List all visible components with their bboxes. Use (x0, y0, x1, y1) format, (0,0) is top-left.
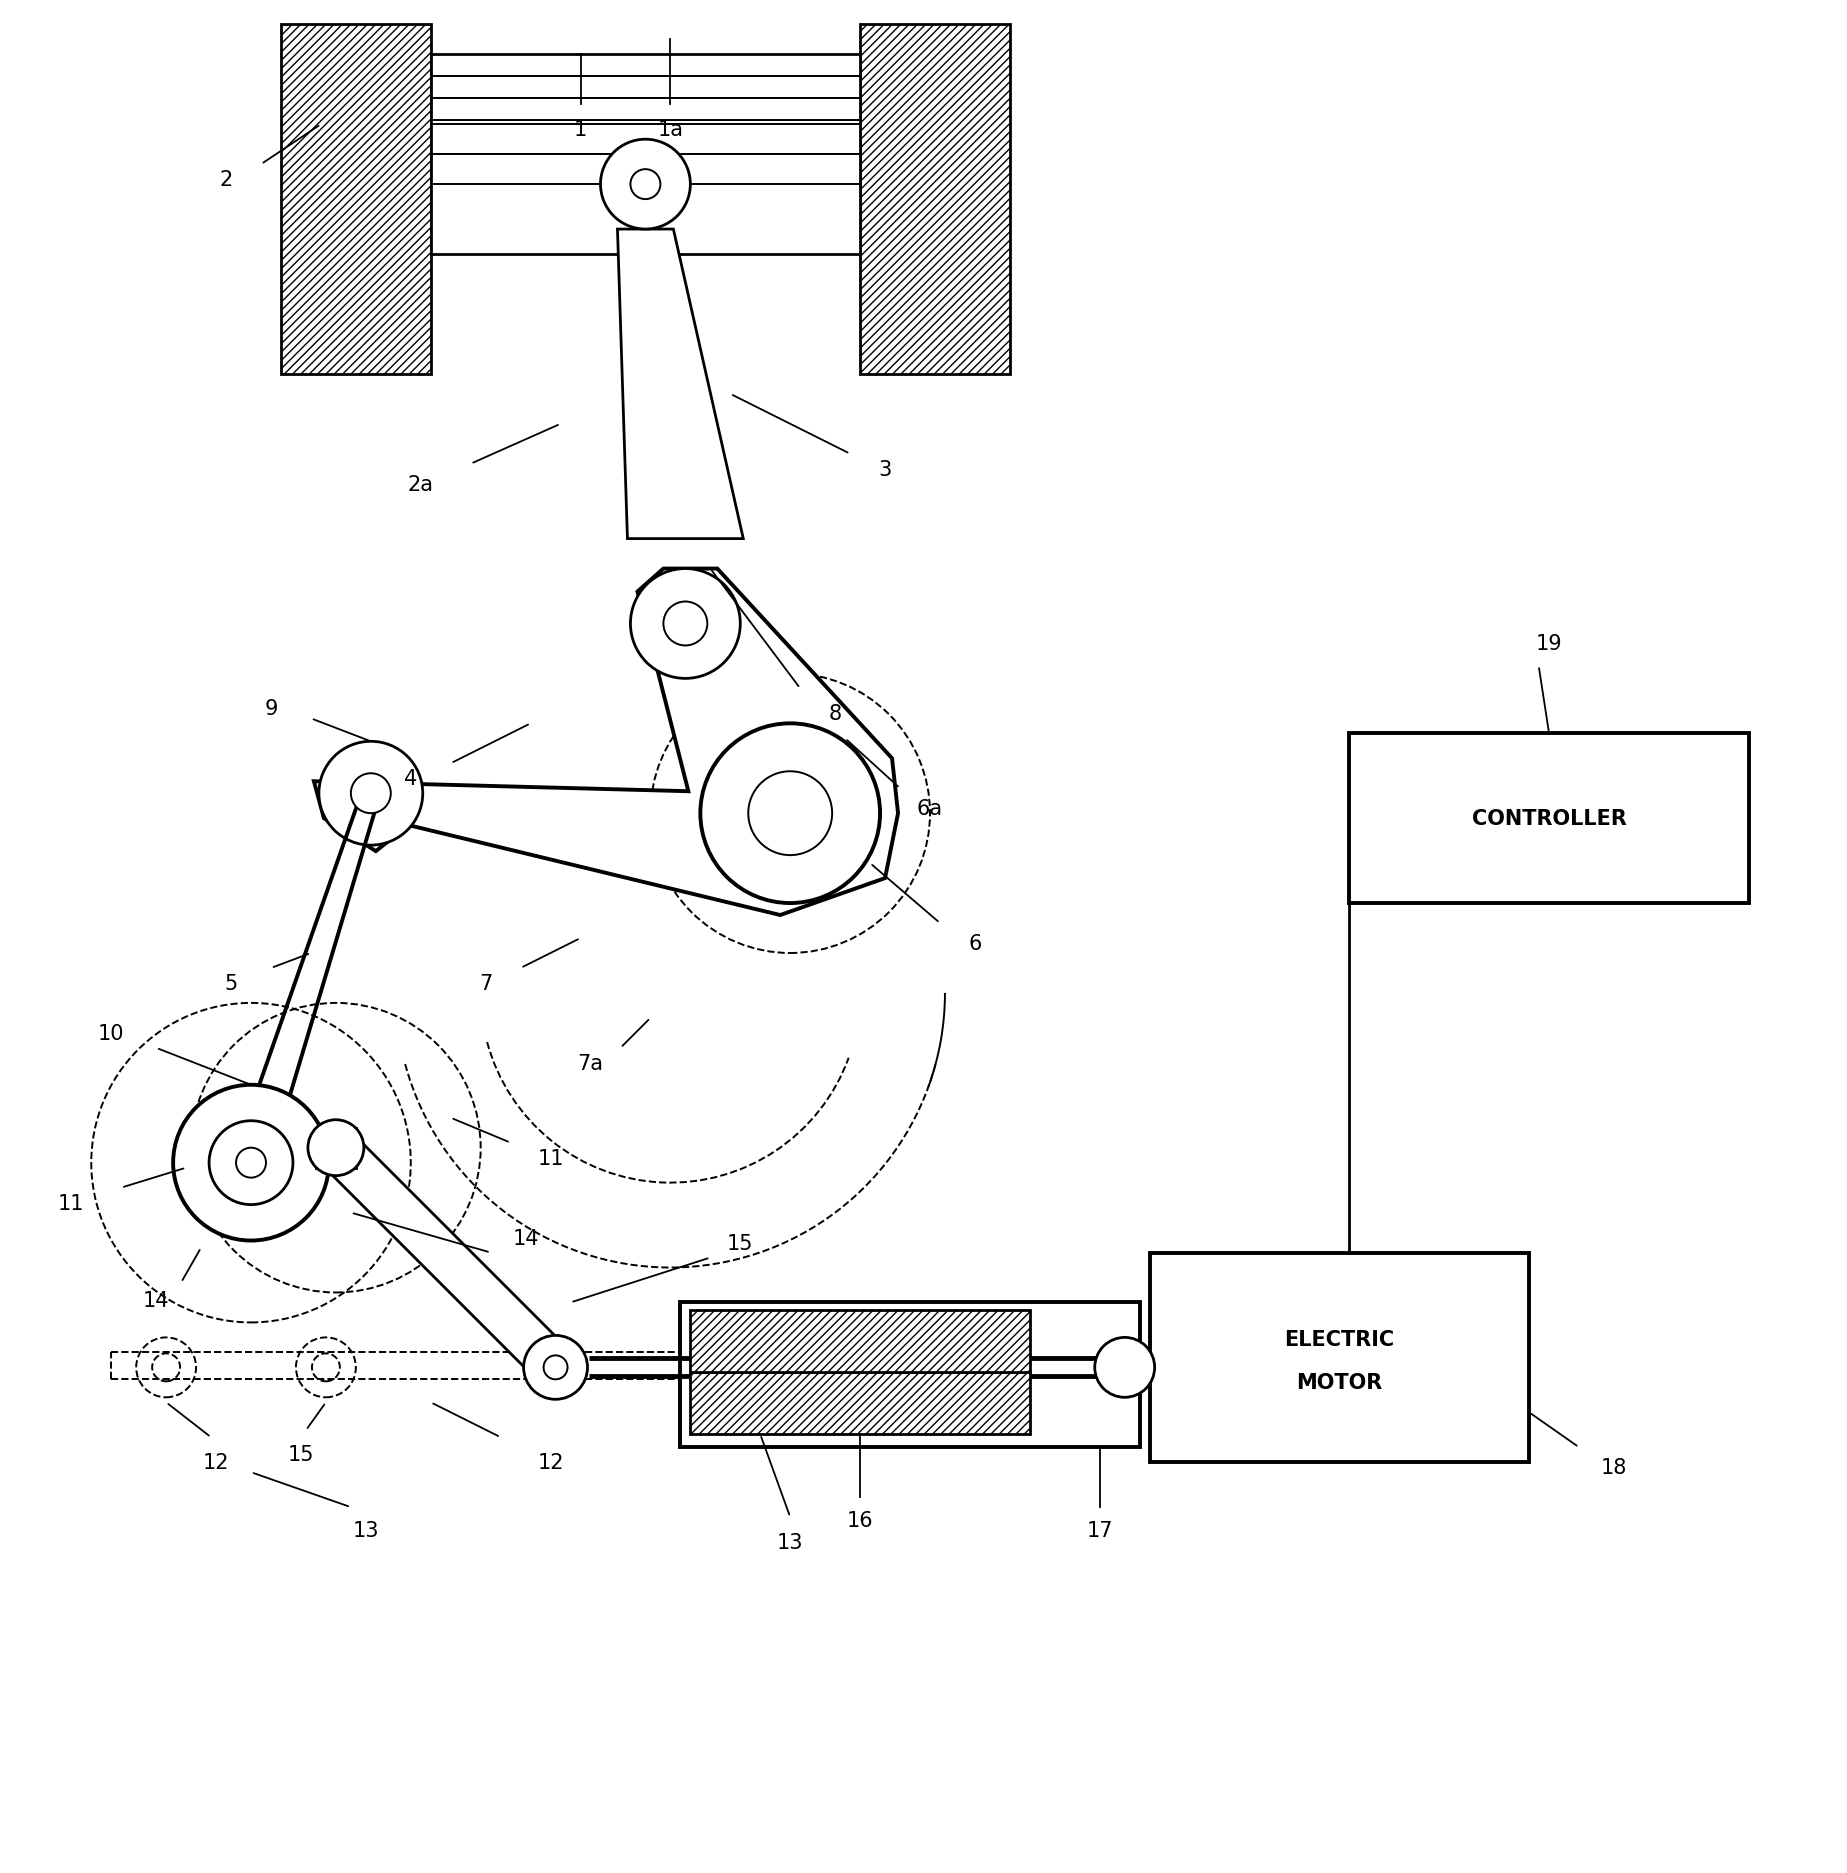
Bar (680, 1304, 1140, 1448)
Text: 18: 18 (1601, 1457, 1627, 1478)
Text: 13: 13 (778, 1532, 803, 1553)
Text: 17: 17 (1086, 1521, 1114, 1540)
Circle shape (523, 1335, 587, 1399)
Text: 8: 8 (829, 704, 842, 725)
Text: ELECTRIC: ELECTRIC (1284, 1330, 1394, 1350)
Circle shape (630, 569, 741, 680)
Text: 10: 10 (98, 1023, 124, 1043)
Text: 13: 13 (353, 1521, 379, 1540)
Text: 6a: 6a (916, 798, 944, 819)
Text: 9: 9 (264, 699, 277, 719)
Polygon shape (617, 230, 742, 539)
Bar (691, 1311, 1031, 1373)
Bar (316, 1128, 356, 1169)
Text: 5: 5 (225, 974, 238, 993)
Polygon shape (314, 569, 898, 916)
Text: 15: 15 (728, 1232, 754, 1253)
Circle shape (174, 1084, 329, 1242)
Circle shape (700, 725, 879, 903)
Text: 14: 14 (142, 1290, 170, 1311)
Text: 1a: 1a (658, 120, 683, 140)
Circle shape (1095, 1337, 1154, 1397)
Text: CONTROLLER: CONTROLLER (1472, 809, 1627, 828)
Text: 7: 7 (478, 974, 493, 993)
Circle shape (236, 1148, 266, 1178)
Polygon shape (320, 1133, 571, 1382)
Circle shape (600, 140, 691, 230)
Bar (1350, 734, 1749, 903)
Circle shape (209, 1122, 294, 1204)
Text: 12: 12 (537, 1452, 563, 1472)
Text: 2: 2 (220, 170, 233, 189)
Text: 6: 6 (968, 933, 981, 953)
Text: MOTOR: MOTOR (1297, 1373, 1383, 1394)
Text: 2a: 2a (408, 474, 434, 494)
Text: 19: 19 (1535, 635, 1563, 654)
Text: 11: 11 (57, 1193, 85, 1214)
Text: 14: 14 (512, 1229, 539, 1247)
Bar (281, 26, 430, 375)
Circle shape (630, 170, 661, 200)
Text: 12: 12 (203, 1452, 229, 1472)
Circle shape (543, 1356, 567, 1380)
Circle shape (320, 742, 423, 847)
Circle shape (748, 772, 833, 856)
Bar (1149, 1253, 1529, 1463)
Text: 3: 3 (879, 459, 892, 479)
Circle shape (351, 774, 392, 813)
Text: 1: 1 (574, 120, 587, 140)
Text: 11: 11 (537, 1148, 563, 1169)
Text: 7a: 7a (578, 1053, 604, 1073)
Circle shape (308, 1120, 364, 1176)
Bar (861, 26, 1010, 375)
Text: 16: 16 (846, 1510, 874, 1530)
Text: 15: 15 (288, 1444, 314, 1465)
Circle shape (663, 603, 707, 646)
Text: 4: 4 (404, 768, 417, 789)
Bar (691, 1373, 1031, 1435)
Bar (430, 56, 861, 255)
